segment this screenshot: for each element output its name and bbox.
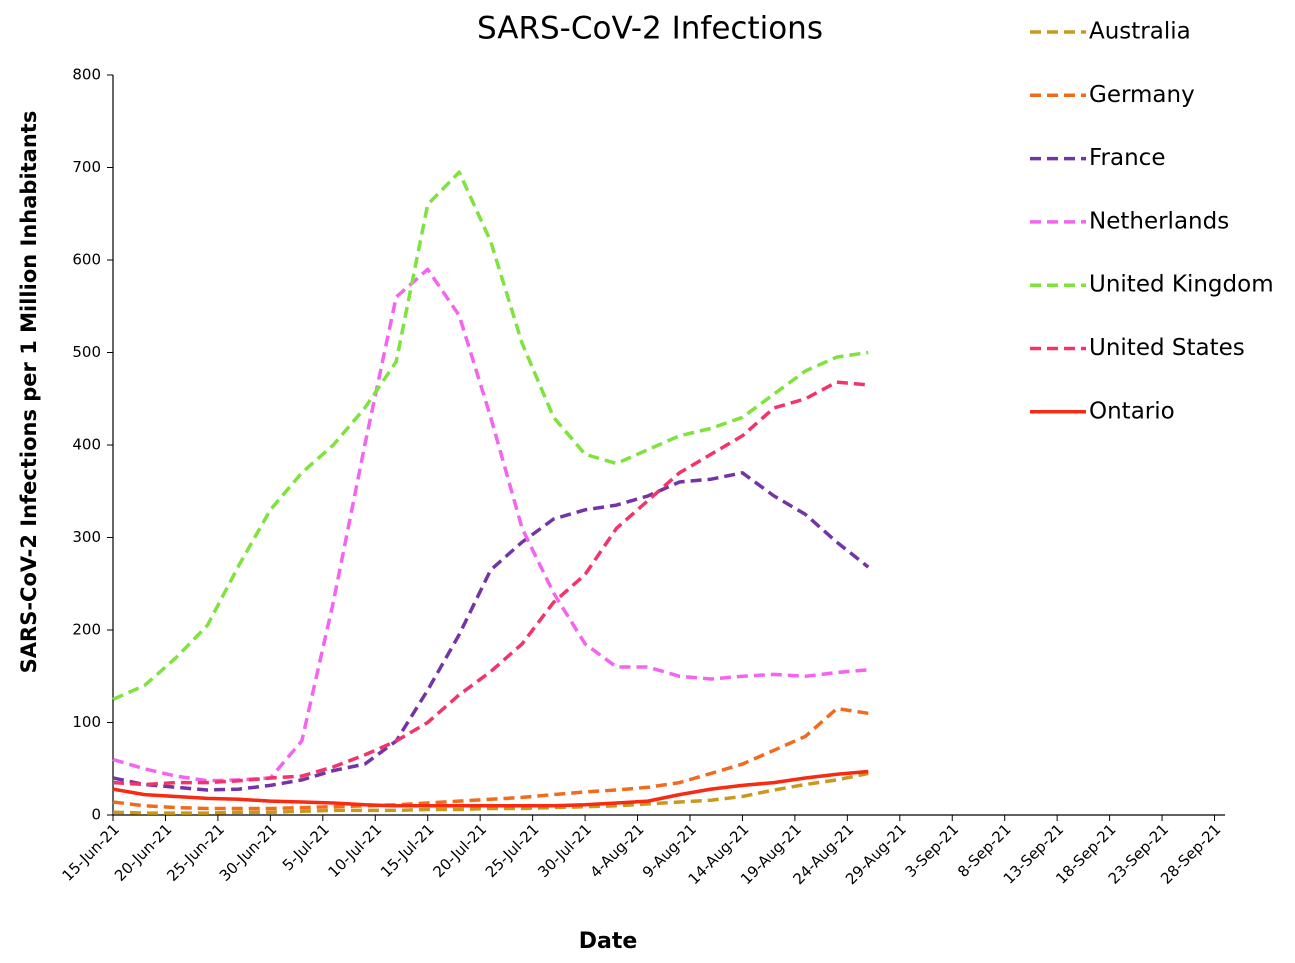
x-tick-label: 30-Jun-21 <box>216 820 281 885</box>
x-tick-label: 15-Jul-21 <box>377 820 438 881</box>
x-tick-label: 25-Jul-21 <box>482 820 543 881</box>
legend-label: Ontario <box>1089 398 1175 424</box>
x-tick-label: 3-Sep-21 <box>902 820 963 881</box>
series-line <box>112 471 870 792</box>
series-line <box>112 771 869 815</box>
y-tick-label: 400 <box>72 436 101 454</box>
y-tick-label: 500 <box>72 343 101 361</box>
x-tick-label: 4-Aug-21 <box>586 820 647 881</box>
series-line <box>112 170 869 702</box>
series-line <box>112 267 869 783</box>
legend-label: Australia <box>1089 19 1191 45</box>
x-tick-label: 30-Jul-21 <box>534 820 595 881</box>
y-tick-label: 100 <box>72 713 101 731</box>
y-tick-label: 200 <box>72 621 101 639</box>
x-axis-label: Date <box>579 929 638 954</box>
y-axis-label: SARS-CoV-2 Infections per 1 Million Inha… <box>17 111 41 674</box>
y-tick-label: 600 <box>72 251 101 269</box>
y-tick-label: 800 <box>72 66 101 84</box>
legend-label: France <box>1089 145 1165 171</box>
legend-label: United States <box>1089 335 1245 361</box>
series-line <box>112 769 869 808</box>
x-tick-label: 20-Jul-21 <box>429 820 490 881</box>
legend-label: United Kingdom <box>1089 272 1274 298</box>
chart-title: SARS-CoV-2 Infections <box>477 11 823 47</box>
legend-label: Netherlands <box>1089 208 1229 234</box>
x-tick-label: 10-Jul-21 <box>325 820 386 881</box>
series-line <box>112 380 869 787</box>
x-tick-label: 5-Jul-21 <box>279 820 333 874</box>
y-tick-label: 300 <box>72 528 101 546</box>
y-tick-label: 700 <box>72 158 101 176</box>
series-line <box>112 706 869 811</box>
legend-label: Germany <box>1089 82 1195 108</box>
y-tick-label: 0 <box>91 806 101 824</box>
